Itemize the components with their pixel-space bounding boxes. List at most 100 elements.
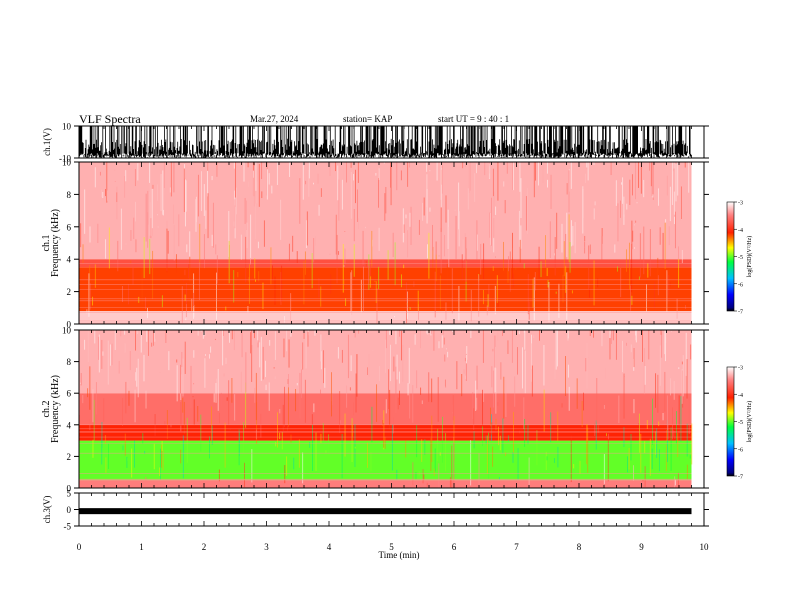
spectrogram-streak [424,439,426,455]
spectrogram-streak [445,302,447,320]
spectrogram-streak [466,346,468,360]
spectrogram-streak [337,347,339,359]
spectrogram-streak [664,222,666,270]
spectrogram-streak [184,269,186,276]
spectrogram-streak [496,280,497,284]
colorbar-tick-label: -4 [738,393,743,399]
spectrogram-streak [406,282,407,324]
spectrogram-streak [240,371,242,393]
spectrogram-streak [172,204,174,224]
spectrogram-streak [622,177,624,204]
spectrogram-streak [568,170,570,213]
spectrogram-streak [608,433,609,440]
spectrogram-streak [451,268,453,314]
spectrogram-streak [135,372,137,381]
spectrogram-streak [505,452,507,456]
spectrogram-streak [253,165,255,207]
spectrogram-streak [323,350,324,384]
spectrogram-streak [417,304,419,320]
y-tick-label: 2 [67,452,72,462]
spectrogram-streak [445,433,446,472]
spectrogram-streak [518,210,520,247]
spectrogram-streak [207,193,209,239]
spectrogram-streak [484,162,486,176]
spectrogram-streak [343,279,345,285]
spectrogram-streak [216,255,218,284]
spectrogram-streak [685,304,686,309]
spectrogram-streak [375,281,377,303]
spectrogram-streak [365,226,367,229]
y-tick-label: 5 [67,489,72,499]
spectrogram-streak [445,386,447,388]
ch1-waveform-trace [78,126,692,158]
spectrogram-streak [681,368,683,404]
spectrogram-streak [370,276,372,288]
spectrogram-streak [482,426,484,447]
y-axis-label: Frequency (kHz) [50,375,61,443]
spectrogram-streak [277,412,278,448]
spectrogram-streak [353,244,355,277]
spectrogram-streak [581,265,583,267]
spectrogram-streak [421,400,423,405]
spectrogram-streak [286,330,288,352]
spectrogram-streak [397,397,399,410]
spectrogram-streak [170,424,172,428]
x-tick-label: 8 [577,542,582,552]
spectrogram-streak [512,232,513,279]
spectrogram-streak [633,399,635,414]
spectrogram-streak [583,392,584,411]
spectrogram-streak [264,360,266,378]
spectrogram-streak [568,214,570,263]
spectrogram-streak [676,411,678,444]
spectrogram-streak [623,196,625,217]
spectrogram-streak [648,330,650,360]
spectrogram-streak [435,254,437,282]
spectrogram-streak [414,334,416,345]
spectrogram-streak [666,270,668,313]
spectrogram-streak [251,344,253,382]
spectrogram-streak [649,438,651,476]
spectrogram-streak [317,173,319,184]
spectrogram-streak [461,254,463,282]
spectrogram-streak [506,162,508,174]
spectrogram-streak [628,447,630,470]
spectrogram-streak [374,280,376,282]
spectrogram-streak [428,372,430,402]
spectrogram-streak [473,431,475,449]
spectrogram-streak [141,162,143,166]
spectrogram-streak [428,232,430,279]
spectrogram-streak [675,479,676,486]
spectrogram-streak [504,200,506,214]
spectrogram-streak [434,448,436,472]
spectrogram-streak [666,419,668,463]
spectrogram-streak [402,208,404,243]
spectrogram-streak [246,222,248,249]
spectrogram-streak [486,305,488,316]
spectrogram-streak [126,456,128,468]
spectrogram-streak [97,223,99,243]
spectrogram-streak [567,364,569,378]
colorbar-tick-label: -7 [738,310,743,316]
spectrogram-streak [143,237,145,279]
spectrogram-streak [579,460,581,474]
spectrogram-streak [657,275,659,296]
spectrogram-streak [200,330,202,332]
spectrogram-streak [224,422,226,468]
spectrogram-streak [527,425,529,445]
spectrogram-streak [468,162,470,193]
spectrogram-streak [255,162,257,191]
spectrogram-streak [368,265,369,284]
spectrogram-streak [652,162,654,200]
spectrogram-streak [533,162,535,198]
spectrogram-streak [445,348,447,350]
spectrogram-band [79,267,692,312]
spectrogram-streak [350,162,352,168]
spectrogram-streak [383,162,385,164]
spectrogram-streak [372,349,374,352]
spectrogram-streak [500,362,502,380]
spectrogram-streak [377,162,379,170]
spectrogram-streak [617,266,618,272]
spectrogram-streak [344,230,346,232]
spectrogram-streak [365,260,367,267]
spectrogram-streak [586,424,588,465]
